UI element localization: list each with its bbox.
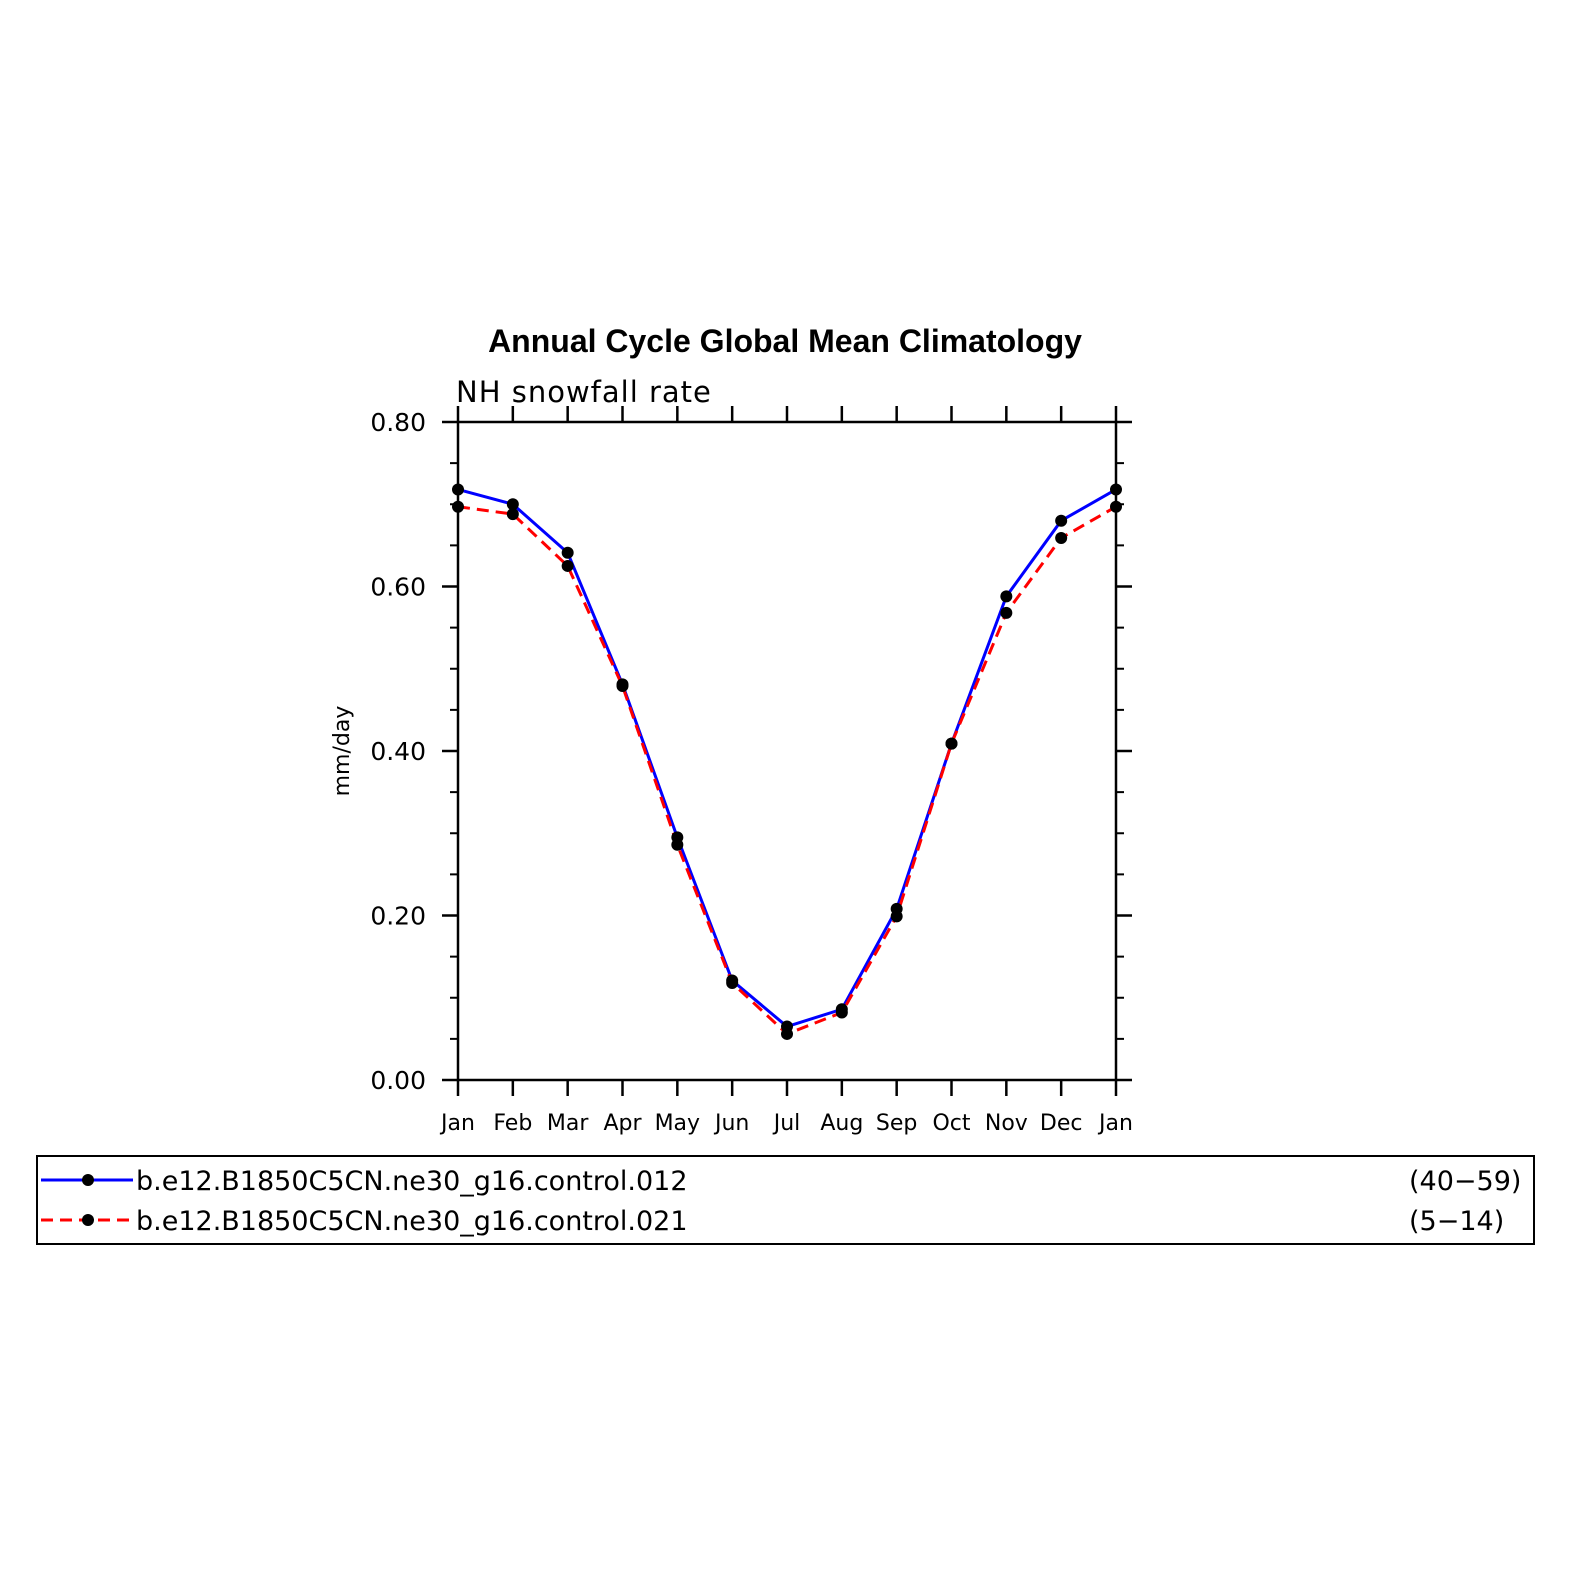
axes: 0.00 0.20 0.40 0.60 0.80 Jan Feb Mar Apr May Jun Ju… <box>370 406 1133 1136</box>
legend-marker-1 <box>82 1174 94 1186</box>
data-point-series-2 <box>781 1027 793 1040</box>
y-tick-label: 0.80 <box>370 408 426 437</box>
legend-years-1: (40−59) <box>1409 1166 1521 1197</box>
data-point-series-2 <box>726 976 739 989</box>
x-tick-label: Jan <box>439 1111 475 1136</box>
x-tick-label: Jun <box>713 1111 749 1136</box>
series-lines <box>452 483 1122 1040</box>
legend-label-1: b.e12.B1850C5CN.ne30_g16.control.012 <box>136 1166 688 1197</box>
data-point-series-2 <box>835 1006 848 1019</box>
x-tick-label: Nov <box>985 1111 1028 1136</box>
legend: b.e12.B1850C5CN.ne30_g16.control.012 (40−… <box>36 1155 1535 1245</box>
series-line-1 <box>457 487 1117 1029</box>
x-tick-label: Aug <box>820 1111 863 1136</box>
data-point-series-2 <box>890 910 903 923</box>
y-axis-label: mm/day <box>330 706 355 797</box>
y-tick-label: 0.40 <box>370 737 426 766</box>
data-point-series-1 <box>1110 483 1122 496</box>
x-tick-label: Sep <box>876 1111 917 1136</box>
x-tick-label: Oct <box>932 1111 970 1136</box>
data-point-series-1 <box>1055 514 1068 527</box>
legend-box <box>36 1155 1535 1245</box>
legend-marker-2 <box>82 1214 94 1226</box>
x-tick-label: Feb <box>493 1111 532 1136</box>
data-point-series-2 <box>671 838 684 851</box>
data-point-series-1 <box>561 546 574 559</box>
y-tick-label: 0.00 <box>370 1066 426 1095</box>
y-tick-label: 0.60 <box>370 573 426 602</box>
x-tick-label: Dec <box>1040 1111 1083 1136</box>
data-point-series-2 <box>1110 500 1122 513</box>
x-tick-label: Jan <box>1097 1111 1133 1136</box>
series-line-2 <box>457 505 1117 1036</box>
x-tick-label: Mar <box>547 1111 589 1136</box>
x-tick-label: May <box>655 1111 700 1136</box>
data-point-series-1 <box>506 498 519 511</box>
x-tick-label: Apr <box>603 1111 642 1136</box>
data-point-series-2 <box>1000 606 1013 619</box>
data-point-series-1 <box>1000 590 1013 603</box>
legend-years-2: (5−14) <box>1409 1206 1504 1237</box>
data-point-series-2 <box>452 500 464 513</box>
data-point-series-2 <box>1055 531 1068 544</box>
chart-title: Annual Cycle Global Mean Climatology <box>488 323 1082 359</box>
data-point-series-2 <box>616 680 629 693</box>
plot-frame <box>456 420 1118 1082</box>
data-point-series-2 <box>506 508 519 521</box>
y-tick-label: 0.20 <box>370 902 426 931</box>
chart-subtitle: NH snowfall rate <box>456 375 712 409</box>
data-point-series-1 <box>452 483 464 496</box>
data-point-series-2 <box>945 737 958 750</box>
x-tick-label: Jul <box>772 1111 801 1136</box>
legend-label-2: b.e12.B1850C5CN.ne30_g16.control.021 <box>136 1206 688 1237</box>
data-point-series-2 <box>561 559 574 572</box>
